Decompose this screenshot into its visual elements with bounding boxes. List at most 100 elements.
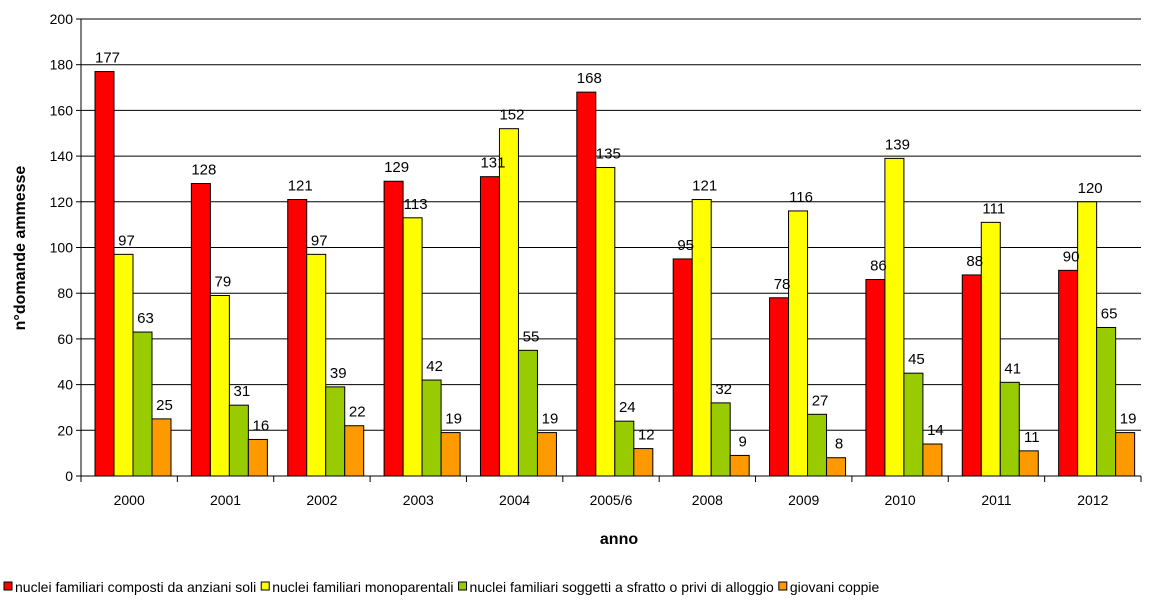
y-tick-label: 40 xyxy=(57,377,73,393)
bar xyxy=(961,274,982,477)
y-tick-label: 140 xyxy=(50,148,74,164)
data-label: 32 xyxy=(715,381,732,398)
y-tick-label: 20 xyxy=(57,422,73,438)
axes: 0 20 40 60 80 100 120 140 160 180 200 2000 2001 2002 2… xyxy=(50,11,1142,508)
data-label: 97 xyxy=(118,232,135,249)
y-tick-label: 80 xyxy=(57,285,73,301)
y-axis-title: n°domande ammesse xyxy=(12,166,29,331)
data-label: 39 xyxy=(330,365,347,382)
legend-swatch xyxy=(778,581,788,591)
data-label: 152 xyxy=(499,107,524,124)
bar xyxy=(826,457,847,477)
bar xyxy=(209,294,230,477)
data-label: 129 xyxy=(384,159,409,176)
legend-swatch xyxy=(458,581,468,591)
bar xyxy=(151,418,172,477)
x-tick-label: 2001 xyxy=(210,492,241,508)
data-label: 135 xyxy=(596,146,621,163)
legend-label: nuclei familiari composti da anziani sol… xyxy=(15,579,256,595)
bar xyxy=(903,372,924,477)
y-tick-label: 60 xyxy=(57,331,73,347)
bar xyxy=(113,253,134,477)
legend-swatch xyxy=(3,581,13,591)
data-label: 27 xyxy=(812,392,829,409)
bar xyxy=(980,221,1001,477)
x-tick-label: 2012 xyxy=(1077,492,1108,508)
bar xyxy=(132,331,153,477)
x-tick-label: 2002 xyxy=(306,492,337,508)
bar xyxy=(884,157,905,477)
data-label: 14 xyxy=(927,422,944,439)
data-label: 168 xyxy=(577,70,602,87)
data-label: 25 xyxy=(156,397,173,414)
bar xyxy=(479,176,500,477)
bar xyxy=(287,199,308,477)
x-tick-label: 2000 xyxy=(114,492,145,508)
bar xyxy=(1058,269,1079,477)
bar xyxy=(691,199,712,477)
bar xyxy=(421,379,442,477)
bar xyxy=(595,167,616,477)
y-tick-label: 100 xyxy=(50,240,74,256)
bar xyxy=(999,381,1020,477)
data-label: 120 xyxy=(1078,180,1103,197)
bar xyxy=(614,420,635,477)
data-label: 19 xyxy=(445,411,462,428)
data-label: 86 xyxy=(870,257,887,274)
bar xyxy=(440,432,461,477)
data-label: 90 xyxy=(1063,248,1080,265)
data-label: 45 xyxy=(908,351,925,368)
x-axis-title: anno xyxy=(600,531,638,548)
bar xyxy=(517,349,538,477)
data-label: 63 xyxy=(137,310,154,327)
data-label: 8 xyxy=(835,436,843,453)
data-label: 139 xyxy=(885,136,910,153)
bar xyxy=(383,180,404,477)
y-tick-label: 120 xyxy=(50,194,74,210)
data-label: 16 xyxy=(253,417,270,434)
bar xyxy=(788,210,809,477)
bar xyxy=(344,425,365,477)
bar xyxy=(1096,326,1117,477)
legend-label: nuclei familiari monoparentali xyxy=(272,579,453,595)
data-label: 65 xyxy=(1101,305,1118,322)
data-label: 79 xyxy=(215,273,232,290)
data-label: 22 xyxy=(349,404,366,421)
bar xyxy=(865,278,886,477)
x-tick-label: 2005/6 xyxy=(590,492,633,508)
x-tick-label: 2003 xyxy=(403,492,434,508)
y-tick-label: 180 xyxy=(50,57,74,73)
bar xyxy=(633,448,654,477)
bar xyxy=(325,386,346,477)
bar xyxy=(498,128,519,477)
bar xyxy=(576,91,597,477)
data-label: 9 xyxy=(739,433,747,450)
data-label: 95 xyxy=(677,237,694,254)
data-label: 131 xyxy=(480,155,505,172)
bar xyxy=(1115,432,1136,477)
data-label: 116 xyxy=(789,189,813,206)
y-tick-label: 200 xyxy=(50,11,74,27)
data-label: 19 xyxy=(1120,411,1137,428)
bar xyxy=(247,438,268,477)
bar xyxy=(306,253,327,477)
legend-label: nuclei familiari soggetti a sfratto o pr… xyxy=(470,579,774,595)
bar xyxy=(769,297,790,477)
x-tick-label: 2004 xyxy=(499,492,530,508)
bar xyxy=(1077,201,1098,477)
bars xyxy=(94,71,1136,477)
data-label: 41 xyxy=(1004,360,1021,377)
bar xyxy=(672,258,693,477)
legend: nuclei familiari composti da anziani sol… xyxy=(3,579,880,595)
bar xyxy=(729,454,750,477)
bar xyxy=(536,432,557,477)
bar xyxy=(94,71,115,477)
data-label: 121 xyxy=(692,178,717,195)
legend-label: giovani coppie xyxy=(790,579,880,595)
y-tick-label: 0 xyxy=(65,468,73,484)
bar xyxy=(1018,450,1039,477)
bar xyxy=(807,413,828,477)
bar xyxy=(228,404,249,477)
data-label: 24 xyxy=(619,399,636,416)
